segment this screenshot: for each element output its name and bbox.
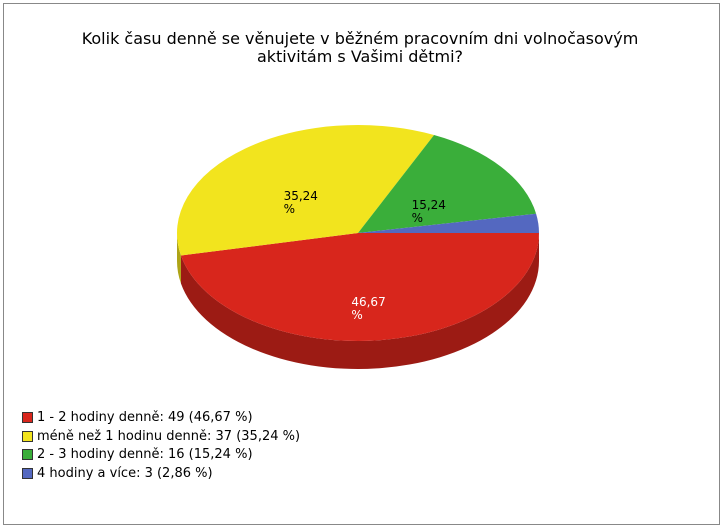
slice-side (177, 233, 181, 284)
frame (3, 3, 720, 525)
value-label: 15,24 % (411, 197, 446, 225)
legend-item: 2 - 3 hodiny denně: 16 (15,24 %) (22, 447, 253, 462)
slice (358, 134, 537, 233)
legend-item: méně než 1 hodinu denně: 37 (35,24 %) (22, 429, 300, 444)
value-label: 46,67 % (351, 295, 386, 323)
legend-swatch (22, 430, 33, 442)
slice-side (180, 233, 539, 370)
legend-item: 4 hodiny a více: 3 (2,86 %) (22, 466, 213, 481)
legend-swatch (22, 412, 33, 423)
slice (180, 233, 539, 342)
slice (358, 213, 539, 233)
legend-swatch (22, 449, 33, 460)
legend-swatch (22, 467, 33, 479)
legend-item: 1 - 2 hodiny denně: 49 (46,67 %) (22, 410, 253, 425)
legend-label: 4 hodiny a více: 3 (2,86 %) (37, 465, 213, 481)
slice (176, 124, 435, 256)
chart-title: Kolik času denně se věnujete v běžném pr… (81, 29, 639, 66)
legend-label: 2 - 3 hodiny denně: 16 (15,24 %) (37, 447, 253, 462)
value-label: 35,24 % (283, 188, 318, 216)
legend-label: 1 - 2 hodiny denně: 49 (46,67 %) (37, 410, 253, 425)
legend-label: méně než 1 hodinu denně: 37 (35,24 %) (37, 428, 301, 444)
